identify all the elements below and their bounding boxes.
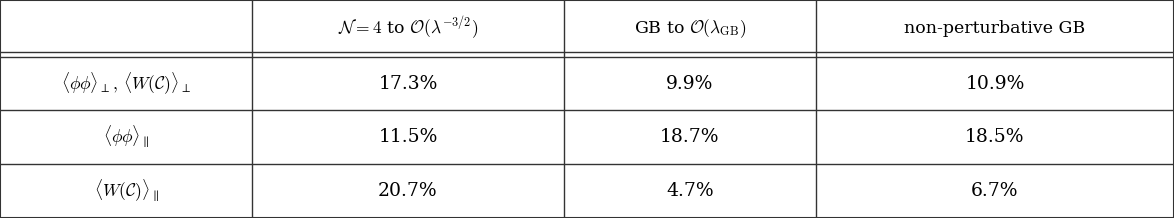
Text: $\langle\phi\phi\rangle_{\perp},\, \langle W(\mathcal{C})\rangle_{\perp}$: $\langle\phi\phi\rangle_{\perp},\, \lang…	[61, 71, 191, 97]
Text: GB to $\mathcal{O}(\lambda_{\mathrm{GB}})$: GB to $\mathcal{O}(\lambda_{\mathrm{GB}}…	[634, 17, 745, 40]
Text: $\langle\phi\phi\rangle_{\parallel}$: $\langle\phi\phi\rangle_{\parallel}$	[103, 124, 149, 150]
Text: 11.5%: 11.5%	[378, 128, 438, 146]
Text: 18.5%: 18.5%	[965, 128, 1025, 146]
Text: 17.3%: 17.3%	[378, 75, 438, 93]
Text: 6.7%: 6.7%	[971, 182, 1019, 200]
Text: 9.9%: 9.9%	[666, 75, 714, 93]
Text: 18.7%: 18.7%	[660, 128, 720, 146]
Text: non-perturbative GB: non-perturbative GB	[904, 20, 1086, 37]
Text: $\langle W(\mathcal{C})\rangle_{\parallel}$: $\langle W(\mathcal{C})\rangle_{\paralle…	[94, 178, 158, 204]
Text: 4.7%: 4.7%	[666, 182, 714, 200]
Text: $\mathcal{N}=4$ to $\mathcal{O}(\lambda^{-3/2})$: $\mathcal{N}=4$ to $\mathcal{O}(\lambda^…	[338, 15, 478, 42]
Text: 10.9%: 10.9%	[965, 75, 1025, 93]
Text: 20.7%: 20.7%	[378, 182, 438, 200]
